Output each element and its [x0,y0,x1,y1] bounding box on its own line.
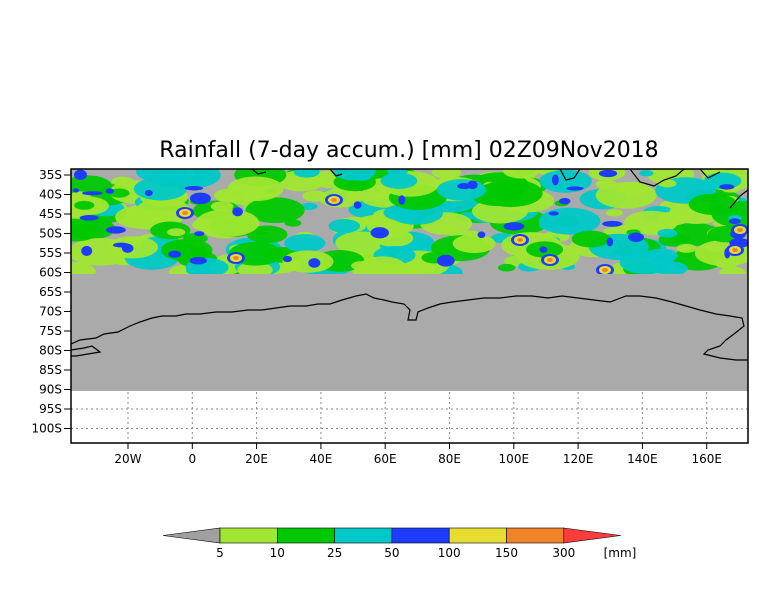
lon-tick-label: 0 [188,452,196,466]
lat-tick-label: 70S [39,305,62,319]
lat-tick-label: 80S [39,344,62,358]
lat-tick-label: 45S [39,207,62,221]
lon-tick-label: 100E [499,452,530,466]
legend-swatch [506,527,565,544]
color-legend: 5 10 25 50 100 150 300 [mm] [162,527,637,560]
lat-tick-label: 85S [39,363,62,377]
legend-swatch [219,527,278,544]
lon-tick-label: 140E [627,452,658,466]
lon-tick-label: 20W [114,452,141,466]
latitude-axis: 35S 40S 45S 50S 55S 60S 65S 70S 75S 80S 85S 90S 95S 1… [31,168,71,436]
legend-threshold-label: 100 [438,546,461,560]
continent-coastlines [251,169,748,209]
lon-tick-label: 120E [563,452,594,466]
legend-threshold-label: 50 [384,546,399,560]
legend-low-arrow [162,527,221,544]
lat-tick-label: 75S [39,324,62,338]
lon-tick-label: 40E [309,452,332,466]
no-data-region [71,274,748,391]
graticule [71,392,748,443]
legend-threshold-label: 10 [270,546,285,560]
lat-tick-label: 95S [39,402,62,416]
lat-tick-label: 35S [39,168,62,182]
legend-swatch [391,527,450,544]
lat-tick-label: 60S [39,266,62,280]
legend-high-arrow [563,527,621,544]
lat-tick-label: 50S [39,227,62,241]
lat-tick-label: 40S [39,188,62,202]
legend-threshold-label: 300 [552,546,575,560]
legend-threshold-label: 5 [216,546,224,560]
antarctica-coastline [71,293,748,361]
map-title: Rainfall (7-day accum.) [mm] 02Z09Nov201… [159,138,658,163]
map-plot-area [71,169,748,443]
lon-tick-label: 160E [691,452,722,466]
lat-tick-label: 65S [39,285,62,299]
rain-blobs [71,169,748,285]
map-frame [70,168,749,444]
lon-tick-label: 80E [438,452,461,466]
legend-unit-label: [mm] [604,546,637,560]
lat-tick-label: 90S [39,383,62,397]
legend-threshold-label: 25 [327,546,342,560]
lat-tick-label: 55S [39,246,62,260]
lon-tick-label: 20E [245,452,268,466]
longitude-axis: 20W 0 20E 40E 60E 80E 100E 120E 140E 160E [114,443,722,466]
legend-swatch [448,527,507,544]
legend-swatch [334,527,393,544]
legend-threshold-label: 150 [495,546,518,560]
lon-tick-label: 60E [374,452,397,466]
legend-swatch [276,527,335,544]
lat-tick-label: 100S [31,422,62,436]
